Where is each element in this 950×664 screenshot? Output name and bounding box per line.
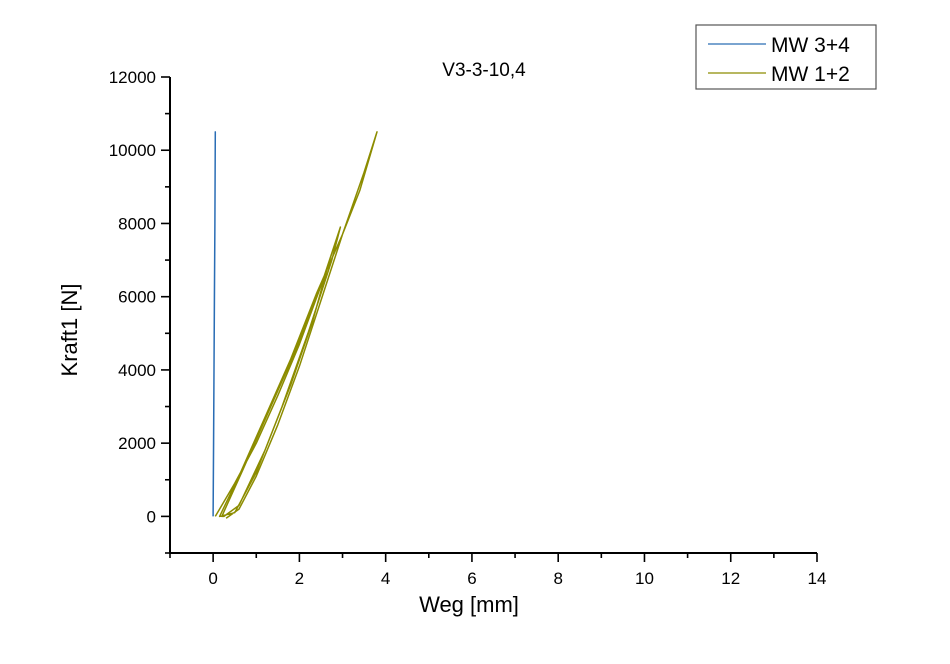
y-axis-title: Kraft1 [N] (57, 284, 82, 377)
x-tick-label: 2 (295, 569, 304, 588)
series-group (212, 131, 378, 519)
chart-title: V3-3-10,4 (442, 60, 526, 81)
x-tick-label: 8 (553, 569, 562, 588)
legend-label-mw34: MW 3+4 (771, 34, 850, 57)
x-tick-label: 0 (208, 569, 217, 588)
y-tick-label: 8000 (118, 214, 156, 233)
series-line-mw-1-2 (214, 131, 378, 519)
x-tick-label: 4 (381, 569, 390, 588)
x-tick-label: 10 (635, 569, 654, 588)
y-tick-label: 10000 (109, 141, 156, 160)
x-axis-title: Weg [mm] (419, 592, 519, 617)
y-tick-label: 0 (147, 507, 156, 526)
legend: MW 3+4 MW 1+2 (695, 24, 877, 90)
axes: 0 2 4 6 8 10 12 14 0 2000 4000 6000 8000 10000 12000 (109, 68, 827, 588)
series-line-mw-3-4 (212, 131, 217, 517)
y-tick-label: 4000 (118, 361, 156, 380)
legend-label-mw12: MW 1+2 (771, 63, 850, 86)
y-tick-label: 6000 (118, 288, 156, 307)
y-tick-label: 2000 (118, 434, 156, 453)
legend-box (695, 24, 877, 90)
x-tick-label: 14 (808, 569, 827, 588)
x-tick-label: 12 (721, 569, 740, 588)
y-tick-label: 12000 (109, 68, 156, 87)
x-tick-label: 6 (467, 569, 476, 588)
